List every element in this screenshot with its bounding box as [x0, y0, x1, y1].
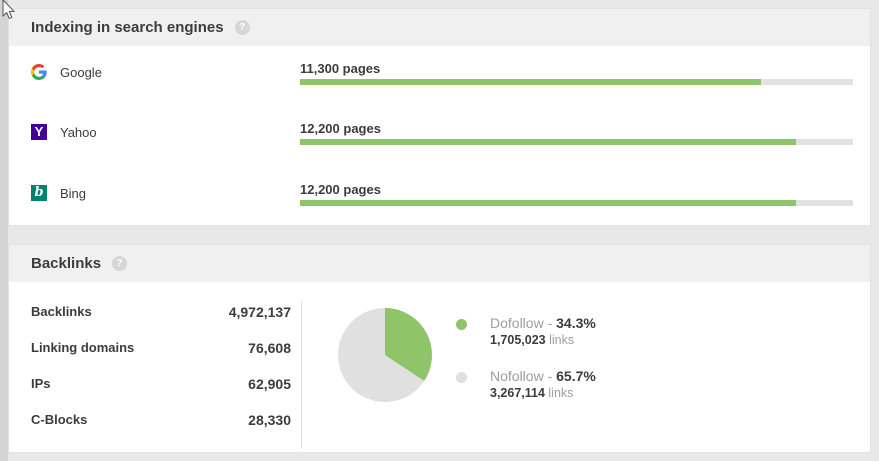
nofollow-dot-icon	[456, 372, 467, 383]
backlinks-panel: Backlinks ? Backlinks 4,972,137 Linking …	[8, 244, 871, 453]
indexing-bar-yahoo: 12,200 pages	[300, 121, 853, 145]
legend-entry-dofollow: Dofollow - 34.3% 1,705,023 links	[456, 315, 596, 347]
indexing-bar-bing: 12,200 pages	[300, 182, 853, 206]
engine-label-bing: b Bing	[31, 185, 86, 201]
stat-value: 4,972,137	[228, 304, 291, 320]
stat-row-ips: IPs 62,905	[31, 376, 291, 396]
stat-value: 62,905	[248, 376, 291, 392]
mouse-cursor-icon	[2, 0, 16, 20]
legend-entry-nofollow: Nofollow - 65.7% 3,267,114 links	[456, 368, 596, 400]
pages-value: 12,200 pages	[300, 182, 381, 197]
pages-value: 11,300 pages	[300, 61, 381, 76]
stat-row-backlinks: Backlinks 4,972,137	[31, 304, 291, 324]
google-icon	[31, 64, 47, 80]
stat-label: Backlinks	[31, 304, 92, 319]
indexing-row-yahoo: Y Yahoo 12,200 pages	[9, 121, 870, 155]
progress-track	[300, 139, 853, 145]
stat-label: IPs	[31, 376, 51, 391]
stat-value: 28,330	[248, 412, 291, 428]
yahoo-icon: Y	[31, 124, 47, 140]
progress-fill	[300, 139, 797, 145]
progress-track	[300, 79, 853, 85]
engine-name: Bing	[60, 185, 87, 201]
help-icon[interactable]: ?	[112, 256, 128, 271]
bing-icon: b	[31, 185, 47, 201]
legend-name: Dofollow -	[490, 315, 557, 331]
legend-links-count: 3,267,114	[490, 386, 545, 400]
backlinks-panel-header: Backlinks ?	[9, 245, 870, 282]
pie-chart	[338, 308, 432, 402]
help-icon[interactable]: ?	[234, 20, 250, 35]
legend-percent: 65.7%	[556, 368, 596, 384]
page-left-gutter	[0, 0, 8, 461]
stat-row-cblocks: C-Blocks 28,330	[31, 412, 291, 432]
progress-fill	[300, 200, 797, 206]
indexing-panel: Indexing in search engines ? Google 11,3…	[8, 8, 871, 226]
dofollow-dot-icon	[456, 319, 467, 330]
stat-value: 76,608	[248, 340, 291, 356]
pages-value: 12,200 pages	[300, 121, 381, 136]
legend-links-suffix: links	[544, 386, 574, 400]
legend-name: Nofollow -	[490, 368, 557, 384]
indexing-panel-header: Indexing in search engines ?	[9, 9, 870, 46]
stat-row-linking-domains: Linking domains 76,608	[31, 340, 291, 360]
progress-fill	[300, 79, 762, 85]
stat-label: Linking domains	[31, 340, 135, 355]
backlinks-panel-title: Backlinks	[31, 255, 102, 272]
indexing-row-bing: b Bing 12,200 pages	[9, 182, 870, 216]
vertical-divider	[301, 301, 302, 449]
indexing-bar-google: 11,300 pages	[300, 61, 853, 85]
engine-label-yahoo: Y Yahoo	[31, 124, 97, 140]
engine-label-google: Google	[31, 64, 102, 80]
engine-name: Google	[60, 64, 102, 80]
legend-percent: 34.3%	[556, 315, 596, 331]
indexing-row-google: Google 11,300 pages	[9, 61, 870, 95]
legend-links-count: 1,705,023	[490, 333, 546, 347]
progress-track	[300, 200, 853, 206]
legend-links-suffix: links	[545, 333, 575, 347]
indexing-panel-title: Indexing in search engines	[31, 19, 224, 36]
engine-name: Yahoo	[60, 124, 97, 140]
stat-label: C-Blocks	[31, 412, 88, 427]
